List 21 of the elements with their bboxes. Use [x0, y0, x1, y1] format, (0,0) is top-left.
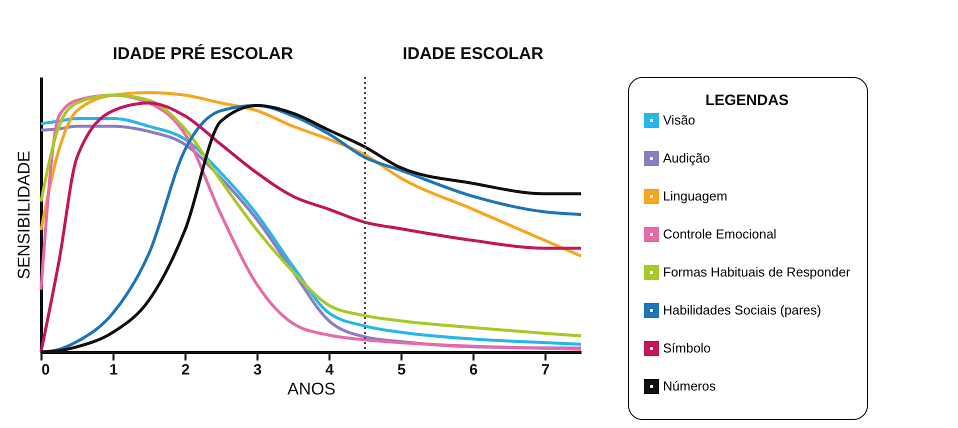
legend-label: Símbolo	[663, 340, 711, 356]
legend-label: Formas Habituais de Responder	[663, 264, 851, 280]
text: IDADE PRÉ ESCOLAR	[112, 43, 294, 63]
legend-title: LEGENDAS	[705, 92, 789, 109]
text: IDADE ESCOLAR	[402, 44, 544, 63]
y-axis-title: SENSIBILIDADE	[14, 150, 34, 280]
x-tick-label: 4	[325, 362, 334, 378]
legend-label: Audição	[663, 150, 710, 166]
x-tick-label: 3	[253, 362, 262, 378]
x-axis-title: ANOS	[287, 380, 336, 398]
legend-label: Linguagem	[663, 188, 728, 204]
x-tick-label: 7	[541, 362, 550, 378]
x-tick-label: 0	[42, 362, 50, 378]
legend-label: Números	[663, 378, 716, 394]
legend-label: Visão	[663, 112, 696, 128]
x-tick-label: 5	[397, 362, 406, 378]
legend-label: Controle Emocional	[663, 226, 777, 242]
legend-label: Habilidades Sociais (pares)	[663, 302, 822, 318]
x-tick-label: 1	[109, 362, 118, 378]
x-tick-label: 6	[469, 362, 478, 378]
x-tick-label: 2	[181, 362, 190, 378]
